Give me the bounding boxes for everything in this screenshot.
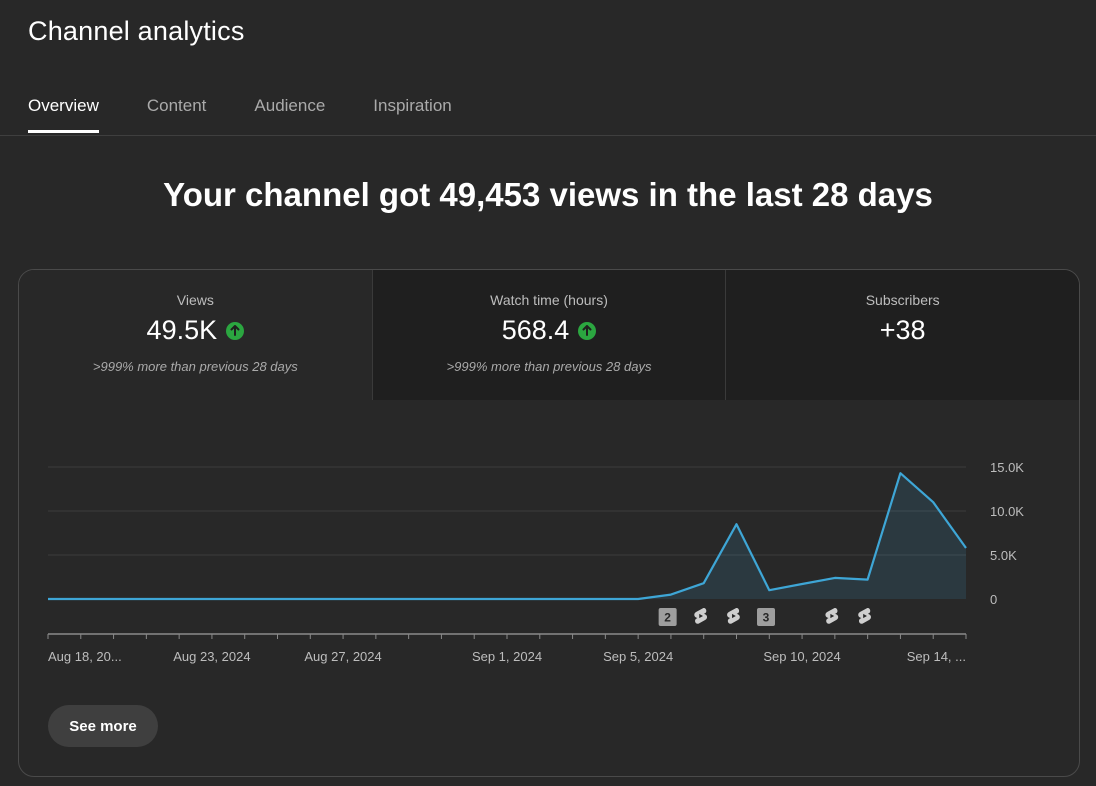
tab-content[interactable]: Content [146, 96, 207, 115]
x-tick-label: Sep 14, ... [907, 649, 966, 664]
metric-label: Views [176, 292, 214, 308]
metric-subscribers[interactable]: Subscribers +38 [725, 270, 1079, 400]
metric-value: 568.4 [501, 315, 570, 345]
series-line [48, 472, 967, 601]
shorts-icon [727, 608, 740, 624]
overview-card: Views 49.5K >999% more than previous 28 … [18, 269, 1080, 777]
metric-views[interactable]: Views 49.5K >999% more than previous 28 … [19, 270, 372, 400]
shorts-icon [858, 608, 871, 624]
video-count-badge: 3 [757, 608, 776, 626]
svg-text:2: 2 [664, 611, 671, 625]
y-tick-label: 0 [990, 592, 997, 607]
y-tick-label: 15.0K [990, 460, 1024, 475]
arrow-up-icon [578, 321, 597, 340]
x-tick-label: Aug 18, 20... [48, 649, 122, 664]
x-tick-label: Sep 5, 2024 [603, 649, 673, 664]
metric-comparison: >999% more than previous 28 days [446, 359, 652, 374]
x-tick-label: Aug 23, 2024 [173, 649, 250, 664]
summary-headline: Your channel got 49,453 views in the las… [163, 176, 933, 213]
tab-overview[interactable]: Overview [28, 96, 99, 133]
x-tick-label: Sep 1, 2024 [472, 649, 542, 664]
series-area [48, 473, 966, 599]
metric-value: 49.5K [146, 315, 218, 345]
see-more-button[interactable]: See more [48, 705, 158, 747]
metric-comparison: >999% more than previous 28 days [92, 359, 298, 374]
tab-audience[interactable]: Audience [254, 96, 326, 115]
tab-inspiration[interactable]: Inspiration [373, 96, 452, 115]
y-tick-label: 5.0K [990, 548, 1017, 563]
tab-bar: Overview Content Audience Inspiration [28, 96, 500, 133]
metric-value: +38 [879, 315, 926, 345]
metric-tabs: Views 49.5K >999% more than previous 28 … [19, 270, 1079, 400]
x-tick-label: Aug 27, 2024 [304, 649, 381, 664]
arrow-up-icon [226, 321, 245, 340]
video-count-badge: 2 [658, 608, 677, 626]
x-tick-label: Sep 10, 2024 [763, 649, 840, 664]
page-title: Channel analytics [28, 16, 245, 46]
views-chart[interactable]: 15.0K 10.0K 5.0K 0 2 3 Aug 18, 20... Aug 23, 20… [19, 400, 1080, 700]
y-tick-label: 10.0K [990, 504, 1024, 519]
shorts-icon [825, 608, 839, 624]
metric-label: Watch time (hours) [490, 292, 608, 308]
shorts-icon [694, 608, 708, 624]
metric-watch-time[interactable]: Watch time (hours) 568.4 >999% more than… [371, 270, 726, 400]
svg-text:3: 3 [763, 611, 770, 625]
tab-divider [0, 135, 1096, 136]
metric-label: Subscribers [865, 292, 940, 308]
